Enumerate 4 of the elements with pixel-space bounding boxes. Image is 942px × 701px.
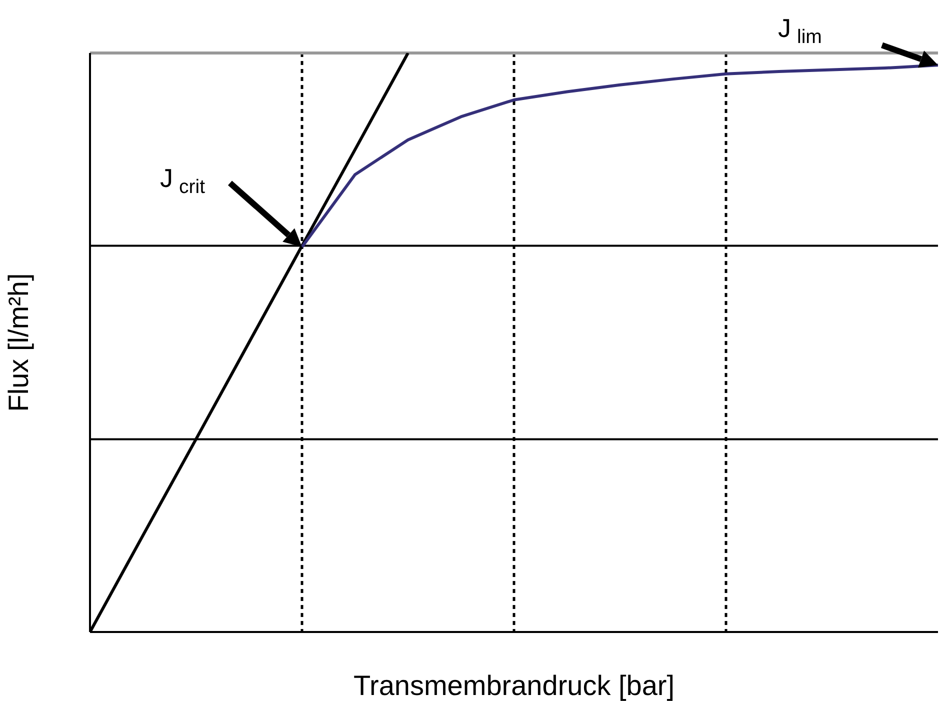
text: J$_{lim}$	[778, 13, 822, 48]
x-axis-title: Transmembrandruck [bar]	[353, 670, 675, 701]
annotation: J$_{crit}$	[160, 162, 206, 198]
y-axis-title: Flux [l/m²h]	[2, 273, 34, 412]
